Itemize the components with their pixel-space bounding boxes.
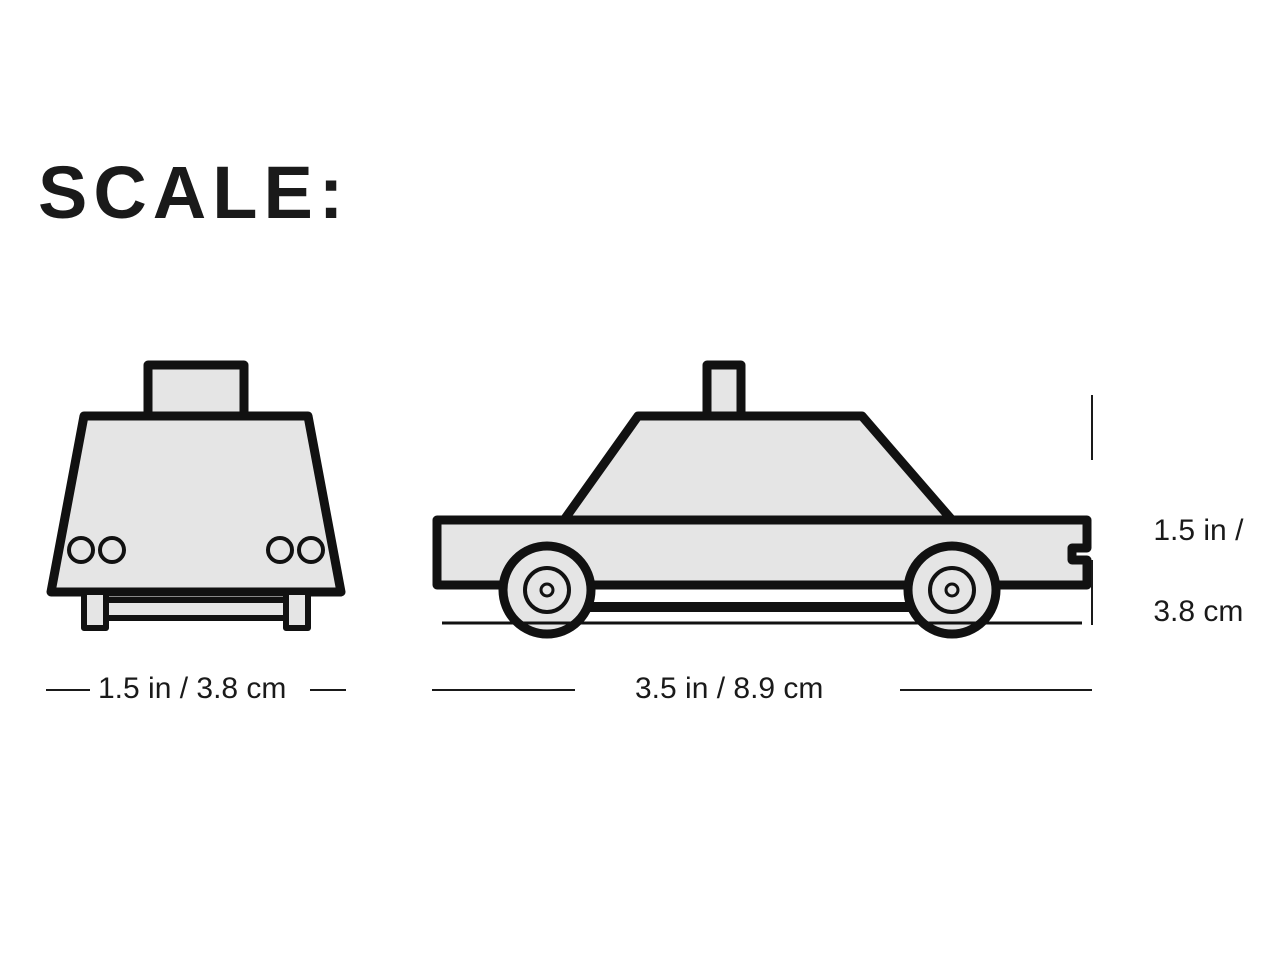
height-line2: 3.8 cm — [1153, 595, 1243, 628]
width-dimension-label: 1.5 in / 3.8 cm — [98, 672, 286, 706]
height-line1: 1.5 in / — [1153, 514, 1243, 547]
length-dimension-label: 3.5 in / 8.9 cm — [635, 672, 823, 706]
dimension-lines — [0, 0, 1263, 956]
diagram-stage: SCALE: 1.5 in / 3.8 cm 3.5 in / 8.9 cm 1… — [0, 0, 1263, 956]
height-dimension-label: 1.5 in / 3.8 cm — [1120, 470, 1243, 673]
